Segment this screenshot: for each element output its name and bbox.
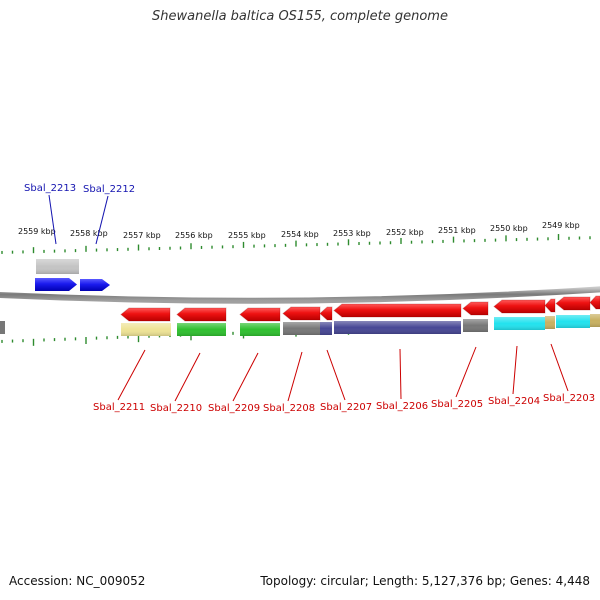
scale-tick-label: 2558 kbp: [70, 229, 108, 238]
cog-bar-shade: [320, 322, 332, 335]
gene-label: Sbal_2212: [83, 184, 135, 195]
scale-labels: 2559 kbp 2558 kbp 2557 kbp 2556 kbp 2555 kbp…: [18, 221, 580, 240]
reverse-gene-arrow: [462, 301, 489, 316]
cog-bar-shade: [283, 322, 320, 335]
gene-label: Sbal_2206: [376, 401, 428, 412]
scale-ticks-outer: [1, 234, 591, 254]
map-title: Shewanella baltica OS155, complete genom…: [152, 9, 448, 24]
scale-tick-label: 2550 kbp: [490, 224, 528, 233]
gene-label: Sbal_2209: [208, 403, 260, 414]
accession-text: Accession: NC_009052: [9, 574, 146, 588]
cog-bar-shade: [36, 259, 79, 274]
reverse-gene-arrow: [333, 303, 462, 318]
leader-line: [287, 351, 303, 402]
scale-tick-label: 2551 kbp: [438, 226, 476, 235]
leader-line: [455, 346, 477, 398]
cog-bar-shade: [556, 315, 590, 328]
scale-tick-label: 2557 kbp: [123, 231, 161, 240]
cog-bar-shade: [240, 323, 280, 336]
cog-bar-shade: [121, 323, 171, 336]
gene-label: Sbal_2203: [543, 393, 595, 404]
leader-line: [326, 349, 346, 401]
forward-gene-arrow: [35, 278, 77, 291]
reverse-gene-arrow: [589, 295, 600, 310]
gene-label: Sbal_2213: [24, 183, 76, 194]
genome-stats-text: Topology: circular; Length: 5,127,376 bp…: [260, 574, 590, 588]
leader-line: [232, 352, 259, 402]
leader-line: [512, 345, 518, 395]
reverse-gene-arrow: [544, 298, 556, 313]
gene-label: Sbal_2208: [263, 403, 315, 414]
scale-tick-label: 2549 kbp: [542, 221, 580, 230]
leader-line: [399, 348, 402, 400]
leader-line: [174, 352, 201, 402]
cog-bar-shade: [334, 321, 461, 334]
gene-labels: Sbal_2213 Sbal_2212 Sbal_2211 Sbal_2210 Sbal…: [24, 183, 595, 414]
forward-gene-arrow: [80, 279, 110, 291]
gene-track: [35, 278, 600, 322]
cog-bar-shade: [545, 316, 555, 329]
gene-label: Sbal_2205: [431, 399, 483, 410]
leader-line: [95, 195, 109, 245]
genome-backbone: [0, 286, 600, 304]
scale-tick-label: 2553 kbp: [333, 229, 371, 238]
reverse-gene-arrow: [282, 306, 321, 321]
gene-label: Sbal_2207: [320, 402, 372, 413]
scale-tick-label: 2552 kbp: [386, 228, 424, 237]
reverse-gene-arrow: [239, 307, 281, 322]
cog-bar-shade: [590, 314, 600, 327]
cog-category-track: [0, 259, 600, 336]
cog-bar-shade: [494, 317, 545, 330]
reverse-gene-arrow: [176, 307, 227, 322]
cog-bar: [0, 321, 5, 334]
scale-tick-label: 2555 kbp: [228, 231, 266, 240]
label-leader-lines: [48, 194, 569, 402]
gene-label: Sbal_2211: [93, 402, 145, 413]
scale-tick-label: 2554 kbp: [281, 230, 319, 239]
leader-line: [48, 194, 57, 245]
reverse-gene-arrow: [493, 299, 546, 314]
gene-label: Sbal_2204: [488, 396, 540, 407]
scale-tick-label: 2556 kbp: [175, 231, 213, 240]
cog-bar-shade: [177, 323, 226, 336]
reverse-gene-arrow: [555, 296, 591, 311]
leader-line: [550, 343, 569, 392]
scale-tick-label: 2559 kbp: [18, 227, 56, 236]
cog-bar-shade: [463, 319, 488, 332]
leader-line: [117, 349, 146, 401]
reverse-gene-arrow: [120, 307, 171, 322]
gene-label: Sbal_2210: [150, 403, 202, 414]
reverse-gene-arrow: [319, 306, 333, 321]
